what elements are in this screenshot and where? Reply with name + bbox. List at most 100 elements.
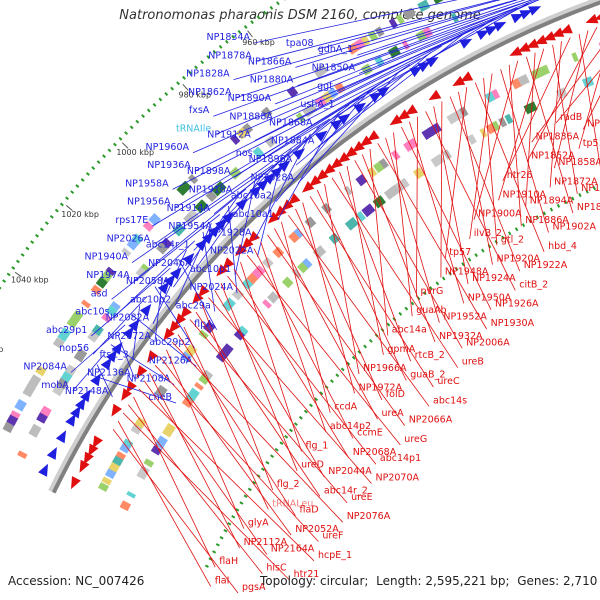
feature-block: [101, 313, 112, 324]
label-leader-line: [339, 171, 411, 362]
label-leader-line: [160, 357, 292, 536]
label-leader-line: [233, 268, 350, 459]
gene-label: NP1910A: [503, 189, 547, 200]
gene-label: abc14a: [392, 325, 427, 336]
label-leader-line: [331, 177, 459, 368]
feature-block: [395, 177, 410, 192]
gene-label: ureB: [462, 357, 484, 368]
reverse-gene-arrow: [147, 350, 159, 363]
reverse-gene-arrow: [126, 380, 137, 394]
reverse-gene-arrow: [367, 130, 380, 142]
gene-label: mobA: [41, 380, 69, 391]
gene-label: NP1958A: [125, 178, 169, 189]
feature-block: [105, 266, 116, 276]
feature-block: [119, 500, 132, 512]
reverse-gene-arrow: [248, 230, 260, 243]
forward-gene-arrow: [106, 349, 117, 363]
feature-block: [252, 146, 265, 159]
gene-label: NP1866A: [248, 56, 292, 67]
gene-label: flpA: [194, 319, 213, 330]
reverse-gene-arrow: [323, 163, 336, 175]
feature-block: [57, 327, 72, 342]
label-leader-line: [433, 106, 469, 285]
forward-gene-arrow: [215, 218, 228, 231]
label-leader-line: [194, 57, 421, 172]
gene-label: NP2070A: [376, 473, 420, 484]
feature-block: [302, 258, 313, 269]
feature-block: [304, 216, 317, 229]
feature-block: [205, 190, 218, 202]
gene-label: NP1928A: [208, 227, 252, 238]
feature-block: [286, 86, 299, 98]
label-leader-line: [112, 428, 239, 594]
label-leader-line: [295, 0, 519, 68]
label-leader-line: [346, 166, 384, 355]
label-leader-line: [178, 258, 218, 330]
label-leader-line: [154, 364, 319, 542]
gene-label: NP1828A: [186, 69, 230, 80]
gene-label: fxsA: [189, 105, 210, 116]
reverse-gene-arrow: [594, 14, 600, 20]
tick-mark: [121, 142, 129, 149]
gene-label: rps17E: [115, 215, 148, 226]
gene-label: ftsZ_3: [100, 349, 129, 360]
gene-label: NP2076A: [347, 511, 391, 522]
reverse-gene-arrow: [302, 181, 315, 193]
feature-block: [238, 325, 249, 336]
reverse-gene-arrow: [274, 205, 287, 218]
gene-label: abc10a1: [233, 209, 274, 220]
label-leader-line: [440, 101, 443, 278]
feature-block: [80, 299, 91, 309]
feature-block: [202, 369, 214, 380]
label-leader-line: [220, 283, 298, 471]
forward-gene-arrow: [182, 253, 195, 266]
gene-label: hcpE_1: [318, 550, 352, 561]
gene-label: NP1924A: [472, 273, 516, 284]
label-leader-line: [255, 0, 498, 62]
label-leader-line: [149, 372, 240, 549]
label-leader-line: [425, 111, 516, 291]
reverse-gene-arrow: [241, 237, 254, 250]
feature-block: [185, 387, 200, 403]
feature-block: [231, 288, 245, 301]
feature-block: [65, 364, 77, 376]
label-leader-line: [526, 56, 574, 214]
gene-label: NP2066A: [409, 415, 453, 426]
label-leader-line: [416, 116, 418, 297]
gene-label: NP1956A: [127, 197, 171, 208]
tick-mark: [14, 271, 22, 278]
label-leader-line: [195, 311, 321, 497]
label-leader-line: [449, 96, 521, 272]
gene-label: ushA_1: [300, 99, 334, 110]
feature-block: [402, 7, 416, 21]
reverse-gene-arrow: [559, 24, 573, 34]
gene-label: NP2052A: [295, 524, 339, 535]
gene-label: htr21: [294, 569, 320, 580]
genes-value: 2,710: [562, 574, 598, 588]
gene-label: flaI: [215, 576, 230, 587]
forward-gene-arrow: [425, 57, 439, 68]
feature-block: [10, 410, 21, 419]
feature-block: [321, 202, 333, 214]
gene-label: hbd_4: [548, 241, 577, 252]
forward-gene-arrow: [122, 326, 134, 340]
tick-label: 1000 kbp: [116, 148, 154, 157]
gene-label: ureA: [382, 408, 405, 419]
gene-label: NP1918A: [189, 185, 233, 196]
label-leader-line: [309, 196, 434, 388]
gene-label: NP1926A: [495, 299, 539, 310]
reverse-gene-arrow: [169, 320, 181, 334]
gene-label: NP2084A: [23, 362, 67, 373]
feature-block: [264, 135, 277, 148]
gene-label: NP1852A: [531, 151, 575, 162]
gene-label: NP1872A: [554, 176, 598, 187]
feature-block: [417, 0, 431, 13]
label-leader-line: [469, 73, 493, 239]
gene-label: NP1836A: [536, 131, 580, 142]
reverse-gene-arrow: [288, 193, 301, 205]
label-leader-line: [255, 133, 311, 239]
forward-gene-arrow: [157, 281, 170, 295]
feature-block: [98, 482, 109, 492]
